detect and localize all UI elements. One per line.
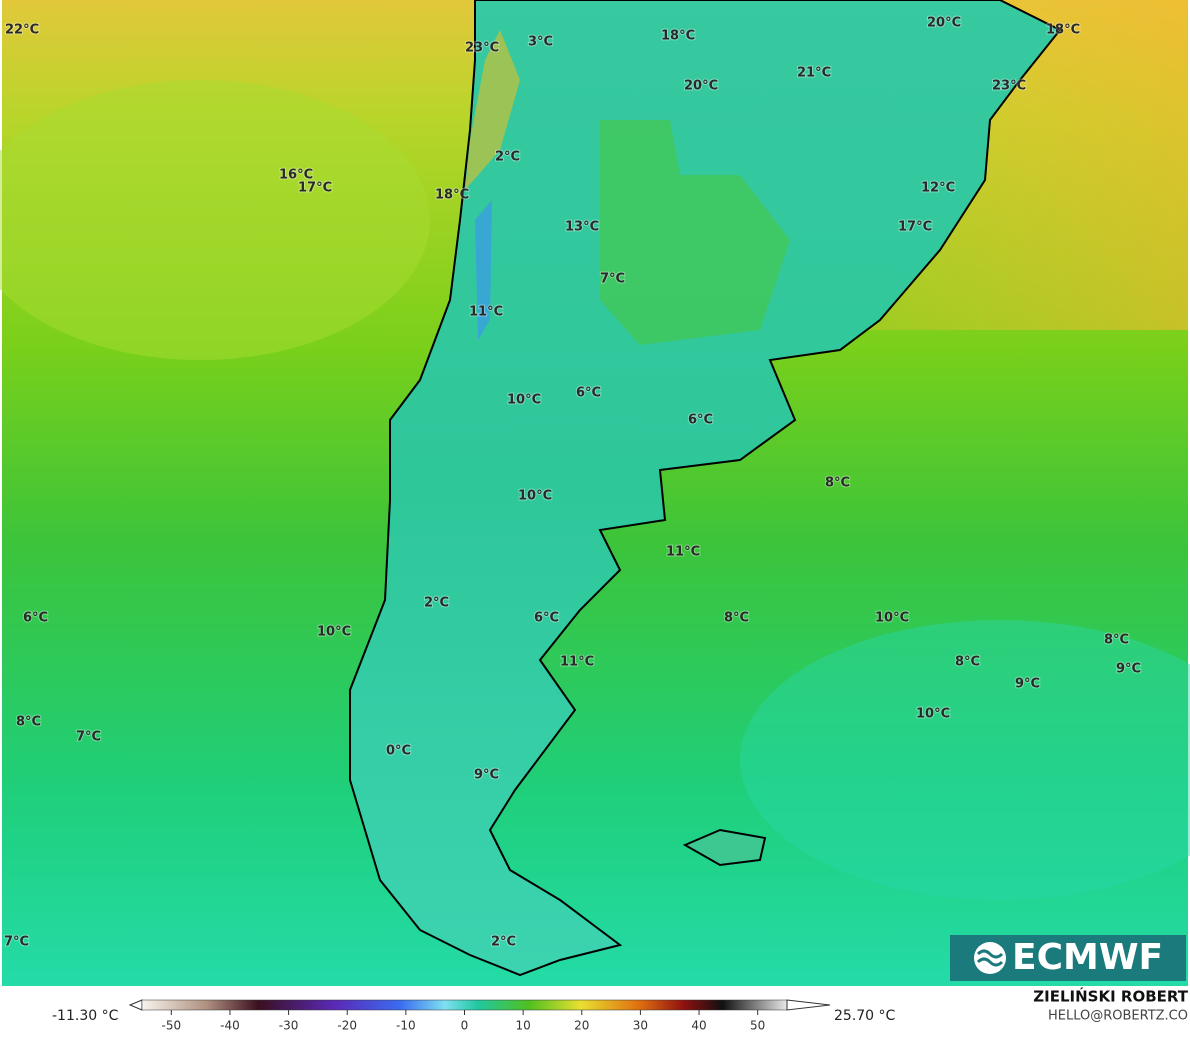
- contact: HELLO@ROBERTZ.CO: [1048, 1009, 1188, 1024]
- temperature-label: 9°C: [1015, 677, 1040, 692]
- temperature-label: 2°C: [491, 935, 516, 950]
- temperature-label: 7°C: [600, 272, 625, 287]
- colorbar-tick-label: 0: [461, 1019, 469, 1033]
- temperature-label: 6°C: [534, 611, 559, 626]
- temperature-label: 10°C: [875, 611, 909, 626]
- temperature-label: 9°C: [474, 768, 499, 783]
- temperature-label: 10°C: [916, 707, 950, 722]
- colorbar-tick-label: 30: [633, 1019, 648, 1033]
- colorbar-tick-label: -20: [337, 1019, 357, 1033]
- temperature-label: 18°C: [435, 188, 469, 203]
- temperature-label: 6°C: [688, 413, 713, 428]
- temperature-label: 18°C: [661, 29, 695, 44]
- temperature-label: 10°C: [507, 393, 541, 408]
- temperature-label: 10°C: [518, 489, 552, 504]
- warm-land: [600, 120, 790, 345]
- logo-text: ECMWF: [1012, 937, 1163, 978]
- colorbar-max-label: 25.70 °C: [834, 1008, 896, 1024]
- temperature-label: 18°C: [1046, 23, 1080, 38]
- colorbar-tick-label: 50: [750, 1019, 765, 1033]
- temperature-label: 11°C: [666, 545, 700, 560]
- author: ZIELIŃSKI ROBERT: [1033, 987, 1188, 1006]
- andes-cold: [475, 200, 492, 340]
- logo-icon: [974, 942, 1006, 974]
- temperature-label: 9°C: [1116, 662, 1141, 677]
- temperature-label: 21°C: [797, 66, 831, 81]
- temperature-label: 6°C: [576, 386, 601, 401]
- temperature-label: 2°C: [495, 150, 520, 165]
- colorbar-tick-label: -10: [396, 1019, 416, 1033]
- colorbar-min-label: -11.30 °C: [52, 1008, 119, 1024]
- colorbar-min-arrow: [128, 999, 143, 1011]
- temperature-label: 8°C: [724, 611, 749, 626]
- temperature-label: 23°C: [465, 41, 499, 56]
- temperature-label: 20°C: [684, 79, 718, 94]
- colorbar-max-arrow: [786, 999, 831, 1011]
- colorbar-tick-label: 10: [515, 1019, 530, 1033]
- temperature-label: 17°C: [298, 181, 332, 196]
- colorbar-tick-label: -40: [220, 1019, 240, 1033]
- temperature-label: 3°C: [528, 35, 553, 50]
- temperature-label: 12°C: [921, 181, 955, 196]
- temperature-label: 10°C: [317, 625, 351, 640]
- temperature-label: 6°C: [23, 611, 48, 626]
- falkland-islands: [682, 828, 767, 867]
- temperature-label: 20°C: [927, 16, 961, 31]
- temperature-label: 2°C: [424, 596, 449, 611]
- warm-area: [0, 80, 430, 360]
- temperature-label: 8°C: [825, 476, 850, 491]
- temperature-label: 8°C: [16, 715, 41, 730]
- colorbar-tick-label: -50: [162, 1019, 182, 1033]
- south-america-land: [349, 0, 1062, 977]
- cool-area: [740, 620, 1190, 900]
- colorbar-tick-label: -30: [279, 1019, 299, 1033]
- andes-warm: [465, 30, 520, 190]
- temperature-label: 22°C: [5, 23, 39, 38]
- temperature-label: 7°C: [4, 935, 29, 950]
- colorbar-tick-label: 40: [691, 1019, 706, 1033]
- temperature-label: 8°C: [955, 655, 980, 670]
- temperature-label: 7°C: [76, 730, 101, 745]
- temperature-label: 11°C: [560, 655, 594, 670]
- temperature-label: 17°C: [898, 220, 932, 235]
- temperature-label: 23°C: [992, 79, 1026, 94]
- temperature-label: 13°C: [565, 220, 599, 235]
- temperature-label: 11°C: [469, 305, 503, 320]
- logo-icon-waves: [976, 949, 1004, 967]
- temperature-label: 8°C: [1104, 633, 1129, 648]
- colorbar-tick-label: 20: [574, 1019, 589, 1033]
- colorbar: [141, 999, 788, 1011]
- temperature-label: 0°C: [386, 744, 411, 759]
- temperature-label: 16°C: [279, 168, 313, 183]
